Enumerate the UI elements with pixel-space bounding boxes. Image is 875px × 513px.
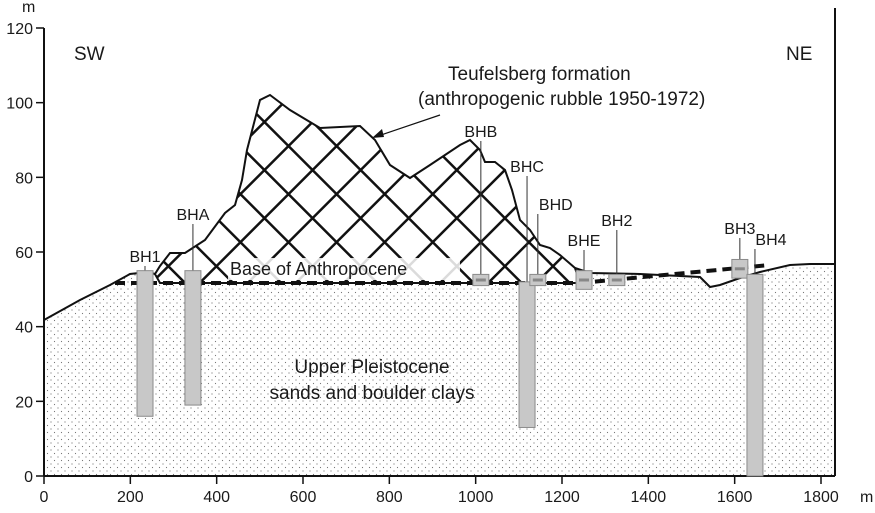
borehole-label: BHD <box>539 197 573 214</box>
base-label: Base of Anthropocene <box>230 259 407 279</box>
formation-arrow <box>377 114 441 137</box>
x-tick-label: 200 <box>117 489 144 506</box>
borehole-label: BHA <box>176 207 209 224</box>
x-tick-label: 1000 <box>458 489 494 506</box>
y-tick-label: 20 <box>15 394 33 411</box>
borehole-bh3: BH3 <box>724 221 756 279</box>
borehole-label: BHB <box>464 124 497 141</box>
x-tick-label: 0 <box>40 489 49 506</box>
ne-label: NE <box>786 44 812 65</box>
x-tick-label: 800 <box>376 489 403 506</box>
borehole-marker <box>579 278 590 282</box>
teufelsberg-rubble-area <box>153 93 582 284</box>
x-tick-label: 400 <box>203 489 230 506</box>
x-tick-label: 1400 <box>631 489 667 506</box>
y-tick-label: 40 <box>15 320 33 337</box>
borehole-bhd: BHD <box>529 197 573 287</box>
borehole-bhb: BHB <box>464 124 497 287</box>
borehole-label: BH2 <box>601 213 632 230</box>
x-tick-label: 1200 <box>544 489 580 506</box>
borehole-column <box>518 281 536 428</box>
sw-label: SW <box>74 44 105 65</box>
sand-label-line2: sands and boulder clays <box>270 383 475 404</box>
borehole-column <box>184 270 202 406</box>
borehole-label: BH4 <box>755 232 786 249</box>
borehole-column <box>136 270 154 417</box>
borehole-marker <box>611 278 622 282</box>
x-unit-label: m <box>860 489 873 506</box>
pleistocene-sand-area <box>44 264 835 476</box>
formation-label-line1: Teufelsberg formation <box>448 64 631 85</box>
sand-label-line1: Upper Pleistocene <box>294 357 449 378</box>
borehole-marker <box>475 278 486 282</box>
borehole-bh2: BH2 <box>601 213 632 287</box>
y-tick-label: 100 <box>6 96 33 113</box>
x-tick-label: 600 <box>290 489 317 506</box>
borehole-label: BH3 <box>724 221 755 238</box>
borehole-marker <box>734 267 745 271</box>
y-tick-label: 60 <box>15 245 33 262</box>
borehole-bha: BHA <box>176 207 210 406</box>
y-tick-label: 80 <box>15 170 33 187</box>
y-tick-label: 120 <box>6 21 33 38</box>
formation-label-line2: (anthropogenic rubble 1950-1972) <box>418 89 705 110</box>
x-tick-label: 1800 <box>803 489 839 506</box>
y-unit-label: m <box>22 0 35 16</box>
borehole-label: BH1 <box>129 249 160 266</box>
borehole-marker <box>532 278 543 282</box>
y-tick-label: 0 <box>24 469 33 486</box>
borehole-label: BHE <box>568 233 601 250</box>
borehole-bh1: BH1 <box>129 249 161 417</box>
borehole-bh4: BH4 <box>746 232 787 477</box>
arrowhead-icon <box>372 129 384 138</box>
borehole-label: BHC <box>510 159 544 176</box>
borehole-bhe: BHE <box>568 233 601 290</box>
borehole-column <box>746 273 764 477</box>
borehole-bhc: BHC <box>510 159 544 428</box>
x-tick-label: 1600 <box>717 489 753 506</box>
